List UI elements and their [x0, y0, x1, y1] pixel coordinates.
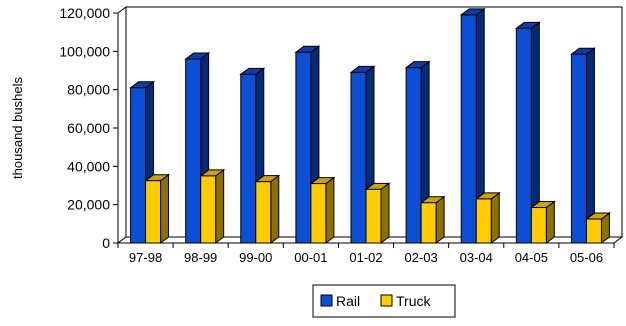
x-tick-label: 00-01 — [294, 250, 327, 265]
x-tick-label: 98-99 — [184, 250, 217, 265]
y-tick-label: 60,000 — [67, 120, 110, 136]
x-axis: 97-98 98-99 99-00 00-01 01-02 02-03 03-04 04-05… — [117, 242, 615, 265]
bar-truck — [254, 174, 281, 244]
legend-swatch-rail — [320, 294, 333, 307]
y-tick-label: 120,000 — [59, 5, 110, 21]
x-tick-label: 05-06 — [570, 250, 603, 265]
y-tick-label: 0 — [102, 235, 110, 251]
bar-side — [490, 191, 500, 244]
bar-side — [160, 173, 170, 244]
bar-front — [530, 207, 547, 244]
y-tick-label: 80,000 — [67, 82, 110, 98]
bar-side — [325, 176, 335, 244]
bar-truck — [199, 168, 226, 244]
bar-front — [460, 14, 477, 244]
y-tick-label: 40,000 — [67, 158, 110, 174]
bar-truck — [364, 182, 391, 244]
x-tick-label: 97-98 — [129, 250, 162, 265]
bar-front — [200, 175, 217, 244]
bar-front — [405, 67, 422, 244]
bar-front — [350, 71, 367, 244]
bar-side — [435, 195, 445, 244]
x-tick-label: 01-02 — [349, 250, 382, 265]
y-tick-label: 100,000 — [59, 43, 110, 59]
bar-side — [215, 168, 225, 244]
bar-front — [420, 202, 437, 244]
bar-front — [295, 51, 312, 244]
bar-truck — [584, 212, 611, 244]
bar-side — [270, 174, 280, 244]
bar-front — [185, 58, 202, 244]
bar-front — [310, 183, 327, 244]
bar-rail — [569, 47, 596, 244]
legend-label-truck: Truck — [396, 293, 431, 309]
bar-front — [515, 27, 532, 244]
y-axis: 0 20,000 40,000 60,000 80,000 100,000 120,000 — [59, 5, 119, 251]
bars — [129, 7, 611, 244]
bar-truck — [529, 200, 556, 244]
side-wall — [117, 6, 127, 244]
bar-truck — [419, 195, 446, 244]
bar-rail — [514, 21, 541, 244]
bar-truck — [474, 191, 501, 244]
y-tick-label: 20,000 — [67, 197, 110, 213]
bar-rail — [459, 7, 486, 244]
bar-front — [475, 198, 492, 244]
bar-front — [255, 181, 272, 244]
bar-front — [585, 218, 602, 244]
bar-front — [130, 87, 147, 244]
bar-side — [545, 200, 555, 244]
bar-truck — [144, 173, 171, 244]
bar-front — [145, 180, 162, 244]
bar-front — [365, 188, 382, 244]
x-tick-label: 03-04 — [460, 250, 493, 265]
x-tick-label: 99-00 — [239, 250, 272, 265]
bar-truck — [309, 176, 336, 244]
bar-front — [240, 73, 257, 244]
legend-label-rail: Rail — [336, 293, 360, 309]
bar-side — [380, 182, 390, 244]
bar-rail — [404, 60, 431, 244]
x-tick-label: 04-05 — [515, 250, 548, 265]
legend-swatch-truck — [380, 294, 393, 307]
y-axis-label: thousand bushels — [10, 77, 25, 179]
legend: Rail Truck — [312, 284, 456, 318]
bar-front — [570, 53, 587, 244]
x-tick-label: 02-03 — [404, 250, 437, 265]
